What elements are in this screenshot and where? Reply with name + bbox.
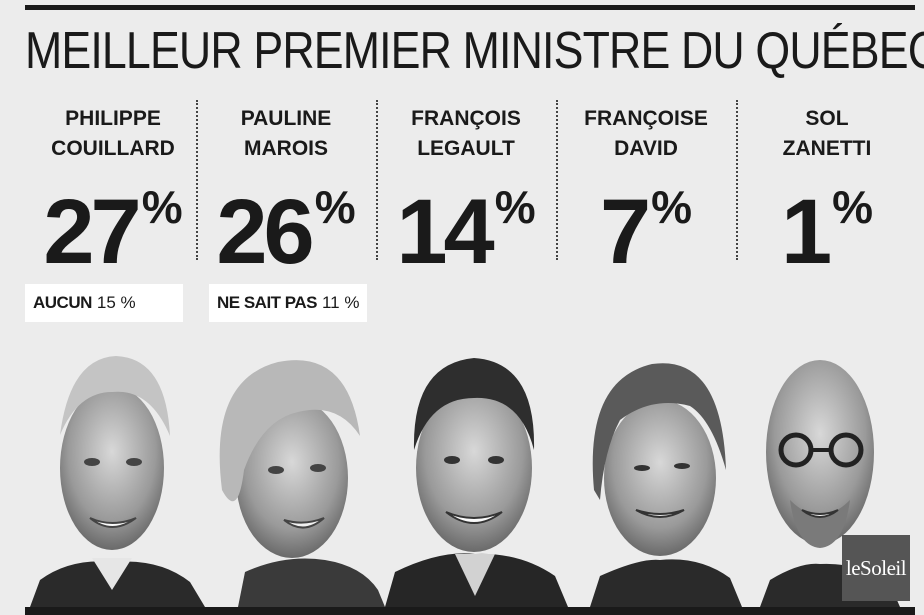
david-portrait — [590, 363, 742, 607]
other-response-value: 15 % — [96, 293, 136, 312]
percentage-label: 7% — [556, 180, 736, 278]
percent-sign: % — [314, 181, 356, 233]
zanetti-portrait — [760, 360, 900, 607]
candidate-name: FRANÇOISE DAVID — [584, 107, 708, 160]
couillard-portrait — [30, 356, 205, 607]
percentage-label: 26% — [196, 180, 376, 278]
other-response-box: NE SAIT PAS 11 % — [209, 284, 367, 322]
candidate-column: FRANÇOISE DAVID 7% — [556, 100, 736, 278]
column-divider — [376, 100, 378, 260]
top-rule — [25, 5, 915, 10]
percentage-label: 14% — [376, 180, 556, 278]
percentage-label: 1% — [736, 180, 918, 278]
candidate-column: PAULINE MAROIS 26% — [196, 100, 376, 278]
candidate-column: FRANÇOIS LEGAULT 14% — [376, 100, 556, 278]
other-response-value: 11 % — [321, 293, 360, 312]
column-divider — [196, 100, 198, 260]
legault-portrait — [385, 358, 568, 607]
column-divider — [556, 100, 558, 260]
percentage-label: 27% — [20, 180, 206, 278]
candidate-name: PHILIPPE COUILLARD — [51, 107, 175, 160]
candidate-name: SOL ZANETTI — [782, 107, 872, 160]
candidate-column: SOL ZANETTI 1% — [736, 100, 918, 278]
le-soleil-logo: leSoleil — [842, 535, 910, 601]
percentage-value: 27 — [43, 181, 141, 283]
percent-sign: % — [651, 181, 693, 233]
percent-sign: % — [832, 181, 874, 233]
other-response-box: AUCUN 15 % — [25, 284, 183, 322]
percent-sign: % — [141, 181, 183, 233]
percent-sign: % — [494, 181, 536, 233]
bottom-rule — [25, 607, 915, 615]
candidate-name: PAULINE MAROIS — [240, 107, 332, 160]
percentage-value: 1 — [780, 181, 832, 283]
percentage-value: 26 — [216, 181, 314, 283]
percentage-value: 14 — [396, 181, 494, 283]
candidate-column: PHILIPPE COUILLARD 27% — [20, 100, 206, 278]
percentage-value: 7 — [599, 181, 651, 283]
chart-title: MEILLEUR PREMIER MINISTRE DU QUÉBEC — [25, 22, 924, 80]
candidate-photos — [30, 356, 900, 607]
marois-portrait — [219, 360, 385, 607]
candidate-name: FRANÇOIS LEGAULT — [411, 107, 521, 160]
other-response-label: AUCUN — [33, 293, 92, 312]
column-divider — [736, 100, 738, 260]
other-response-label: NE SAIT PAS — [217, 293, 317, 312]
